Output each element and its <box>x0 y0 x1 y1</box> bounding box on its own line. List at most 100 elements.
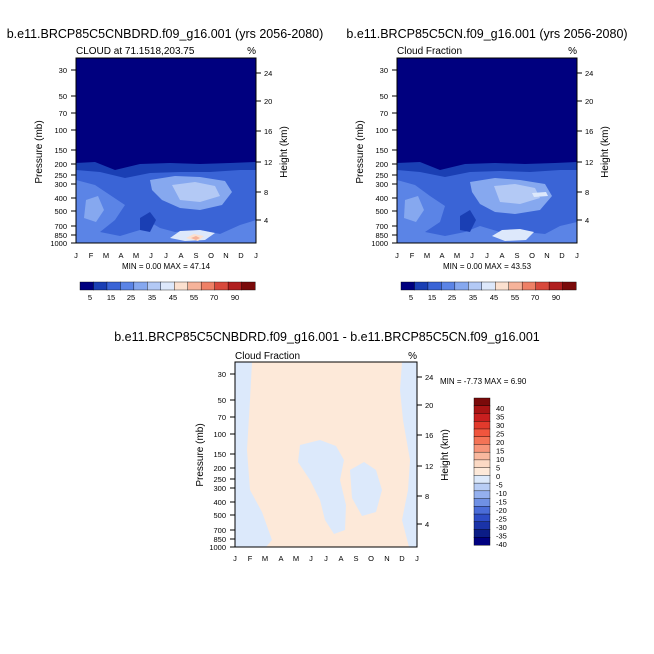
panel-3-cb-label-35: 35 <box>496 413 504 422</box>
panel-2-ptick-400-label: 400 <box>375 194 388 203</box>
panel-1-colorbar-labels: 5 15 25 35 45 55 70 90 <box>88 293 239 302</box>
panel-1-ptick-70-label: 70 <box>59 109 67 118</box>
panel-2-ptick-50-label: 50 <box>380 92 388 101</box>
panel-3-plot-area <box>234 361 418 548</box>
panel-1-contour-peak <box>191 236 200 240</box>
panel-2-contour-low <box>492 229 534 241</box>
panel-3-colorbar-swatch-4 <box>473 428 491 438</box>
panel-1-month-0: J <box>74 251 78 260</box>
panel-1-title: b.e11.BRCP85C5CNBDRD.f09_g16.001 (yrs 20… <box>7 27 324 41</box>
panel-2-ptick-1000-label: 1000 <box>371 239 388 248</box>
panel-2-title: b.e11.BRCP85C5CN.f09_g16.001 (yrs 2056-2… <box>346 27 627 41</box>
panel-3-cb-label-20: 20 <box>496 438 504 447</box>
panel-3-contour-neg-left <box>235 362 272 547</box>
panel-3-month-5: J <box>309 554 313 563</box>
panel-2-colorbar-swatch-9 <box>521 281 537 291</box>
panel-2-month-5: J <box>470 251 474 260</box>
panel-2-month-8: S <box>514 251 519 260</box>
panel-3: b.e11.BRCP85C5CNBDRD.f09_g16.001 - b.e11… <box>114 330 540 563</box>
panel-1-month-3: A <box>118 251 123 260</box>
panel-3-colorbar-swatch-7 <box>473 451 491 461</box>
panel-3-htick-12-label: 12 <box>425 462 433 471</box>
panel-1-colorbar-swatch-3 <box>120 281 135 291</box>
panel-3-month-8: S <box>353 554 358 563</box>
panel-2-month-10: N <box>544 251 549 260</box>
panel-3-ptick-50-label: 50 <box>218 396 226 405</box>
panel-1: b.e11.BRCP85C5CNBDRD.f09_g16.001 (yrs 20… <box>7 27 324 302</box>
panel-3-colorbar-labels: 40 35 30 25 20 15 10 5 0 -5 -10 -15 -20 … <box>496 404 507 549</box>
panel-2-colorbar <box>400 281 577 291</box>
panel-3-contour-neg-center <box>298 440 346 534</box>
panel-1-cb-label-90: 90 <box>231 293 239 302</box>
panel-3-colorbar-swatch-9 <box>473 467 491 476</box>
panel-3-cb-label-15: 15 <box>496 447 504 456</box>
panel-3-month-2: M <box>262 554 268 563</box>
panel-1-cb-label-15: 15 <box>107 293 115 302</box>
panel-2-contour-30b <box>404 196 424 222</box>
panel-1-month-12: J <box>254 251 258 260</box>
panel-2-colorbar-swatch-10 <box>535 281 550 291</box>
panel-3-colorbar-swatch-12 <box>473 490 491 500</box>
panel-1-contour-30b <box>84 196 104 222</box>
panel-3-ptick-850-label: 850 <box>213 535 226 544</box>
panel-2-cb-label-25: 25 <box>448 293 456 302</box>
panel-1-colorbar-swatch-10 <box>214 281 229 291</box>
panel-3-stats: MIN = -7.73 MAX = 6.90 <box>440 377 527 386</box>
panel-1-cb-label-25: 25 <box>127 293 135 302</box>
panel-2-htick-4-label: 4 <box>585 216 589 225</box>
panel-1-htick-4-label: 4 <box>264 216 268 225</box>
panel-2-ptick-200-label: 200 <box>375 160 388 169</box>
panel-1-colorbar-swatch-12 <box>241 281 256 291</box>
panel-3-ptick-150-label: 150 <box>213 450 226 459</box>
panel-3-cb-label-m15: -15 <box>496 498 507 507</box>
panel-3-ylabel: Pressure (mb) <box>195 423 206 486</box>
panel-1-colorbar-swatch-9 <box>200 281 216 291</box>
panel-1-ptick-50-label: 50 <box>59 92 67 101</box>
panel-2-htick-24-label: 24 <box>585 69 593 78</box>
panel-1-units: % <box>247 46 256 57</box>
panel-1-htick-24-label: 24 <box>264 69 272 78</box>
panel-2-ptick-850-label: 850 <box>375 231 388 240</box>
panel-2-month-12: J <box>575 251 579 260</box>
panel-2-cb-label-90: 90 <box>552 293 560 302</box>
panel-2-ptick-500-label: 500 <box>375 207 388 216</box>
panel-2-cb-label-15: 15 <box>428 293 436 302</box>
panel-2-htick-16-label: 16 <box>585 127 593 136</box>
panel-1-ptick-500-label: 500 <box>54 207 67 216</box>
panel-2-units: % <box>568 46 577 57</box>
panel-3-contour-neg-center-2 <box>350 462 382 516</box>
panel-3-cb-label-m40: -40 <box>496 540 507 549</box>
panel-2-cb-label-35: 35 <box>469 293 477 302</box>
panel-3-pressure-ticks: 30 50 70 100 150 200 250 300 400 500 700… <box>209 370 235 552</box>
panel-1-subtitle: CLOUD at 71.1518,203.75 <box>76 46 195 57</box>
panel-1-month-7: A <box>178 251 183 260</box>
panel-3-colorbar-swatch-16 <box>473 521 491 531</box>
panel-3-colorbar-swatch-11 <box>473 482 491 492</box>
panel-1-height-ticks: 24 20 16 12 8 4 <box>256 69 272 225</box>
panel-2-subtitle: Cloud Fraction <box>397 46 462 57</box>
panel-1-stats: MIN = 0.00 MAX = 47.14 <box>122 262 211 271</box>
panel-2-month-7: A <box>499 251 504 260</box>
panel-2-stats: MIN = 0.00 MAX = 43.53 <box>443 262 532 271</box>
panel-3-height-ticks: 24 20 16 12 8 4 <box>417 373 433 529</box>
panel-2-contour-35 <box>494 184 540 204</box>
panel-1-month-4: M <box>133 251 139 260</box>
panel-3-htick-4-label: 4 <box>425 520 429 529</box>
panel-3-colorbar-swatch-3 <box>473 421 491 430</box>
panel-3-month-ticks: J F M A M J J A S O N D J <box>233 554 419 563</box>
panel-3-month-10: N <box>384 554 389 563</box>
panel-1-month-5: J <box>149 251 153 260</box>
panel-3-colorbar-swatch-18 <box>473 537 491 546</box>
panel-3-ptick-400-label: 400 <box>213 498 226 507</box>
panel-2-htick-12-label: 12 <box>585 158 593 167</box>
panel-1-colorbar-swatch-0 <box>79 281 94 291</box>
panel-3-cb-label-30: 30 <box>496 421 504 430</box>
panel-3-month-6: J <box>324 554 328 563</box>
panel-2-month-9: O <box>529 251 535 260</box>
panel-2-htick-8-label: 8 <box>585 188 589 197</box>
panel-2-colorbar-swatch-6 <box>481 281 496 291</box>
panel-3-colorbar-swatch-5 <box>473 436 491 445</box>
panel-3-cb-label-25: 25 <box>496 430 504 439</box>
panel-3-ptick-30-label: 30 <box>218 370 226 379</box>
panel-1-cb-label-55: 55 <box>190 293 198 302</box>
